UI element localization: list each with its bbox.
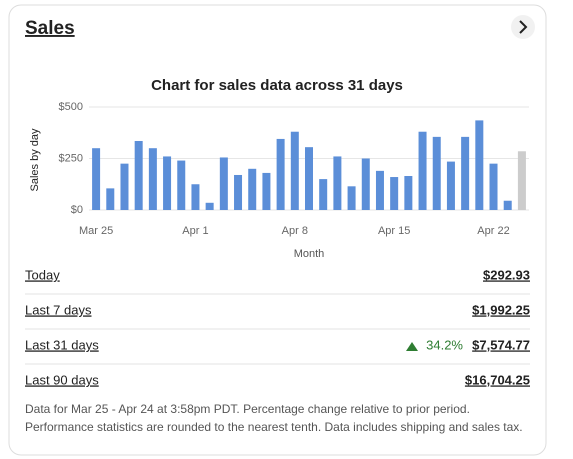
y-tick-label: $500	[59, 101, 83, 113]
bar[interactable]	[92, 148, 101, 210]
bar[interactable]	[489, 163, 498, 210]
up-arrow	[406, 342, 418, 351]
footer-note: Performance statistics are rounded to th…	[25, 420, 523, 434]
stat-label[interactable]: Last 90 days	[25, 372, 99, 387]
stat-amount: $1,992.25	[472, 302, 530, 317]
bar[interactable]	[148, 148, 157, 210]
bar[interactable]	[432, 136, 441, 210]
bar[interactable]	[177, 160, 186, 210]
bar[interactable]	[234, 174, 243, 210]
bar[interactable]	[375, 170, 384, 210]
bar[interactable]	[305, 147, 313, 210]
bar[interactable]	[446, 161, 455, 210]
chevron-icon	[519, 20, 528, 34]
header-title[interactable]: Sales	[25, 18, 75, 39]
x-tick-label: Apr 22	[477, 225, 509, 237]
bar[interactable]	[503, 200, 512, 210]
y-axis-label: Sales by day	[29, 128, 41, 191]
bar[interactable]	[319, 179, 328, 210]
bar[interactable]	[163, 156, 172, 210]
bar[interactable]	[120, 163, 129, 210]
y-tick-label: $0	[71, 204, 83, 216]
bar[interactable]	[219, 157, 228, 210]
stat-label[interactable]: Last 7 days	[25, 302, 92, 317]
stat-amount: $7,574.77	[472, 337, 530, 352]
bar[interactable]	[106, 188, 115, 210]
next-button[interactable]	[511, 15, 535, 39]
bar[interactable]	[347, 186, 356, 210]
bar[interactable]	[361, 158, 370, 211]
y-tick-label: $250	[59, 152, 83, 164]
bar[interactable]	[475, 120, 484, 210]
x-tick-label: Mar 25	[79, 225, 113, 237]
bar[interactable]	[390, 177, 399, 210]
x-tick-label: Apr 1	[182, 225, 208, 237]
stat-label[interactable]: Last 31 days	[25, 337, 99, 352]
footer-note: Data for Mar 25 - Apr 24 at 3:58pm PDT. …	[25, 402, 470, 416]
bar[interactable]	[134, 140, 143, 210]
bar[interactable]	[461, 136, 470, 210]
x-tick-label: Apr 15	[378, 225, 410, 237]
bar[interactable]	[205, 202, 214, 210]
bar[interactable]	[418, 131, 427, 210]
stat-label[interactable]: Today	[25, 267, 60, 282]
x-tick-label: Apr 8	[282, 225, 308, 237]
bar[interactable]	[333, 156, 342, 210]
stat-amount: $292.93	[483, 267, 530, 282]
bar[interactable]	[290, 131, 299, 210]
bar[interactable]	[517, 151, 526, 210]
stat-amount: $16,704.25	[465, 372, 530, 387]
chart-title: Chart for sales data across 31 days	[151, 77, 403, 94]
x-axis-label: Month	[294, 248, 325, 260]
bar[interactable]	[191, 184, 200, 210]
stat-change: 34.2%	[426, 337, 463, 352]
bar[interactable]	[262, 172, 271, 210]
bar[interactable]	[404, 176, 413, 210]
bar[interactable]	[248, 168, 257, 210]
bar[interactable]	[276, 138, 285, 210]
